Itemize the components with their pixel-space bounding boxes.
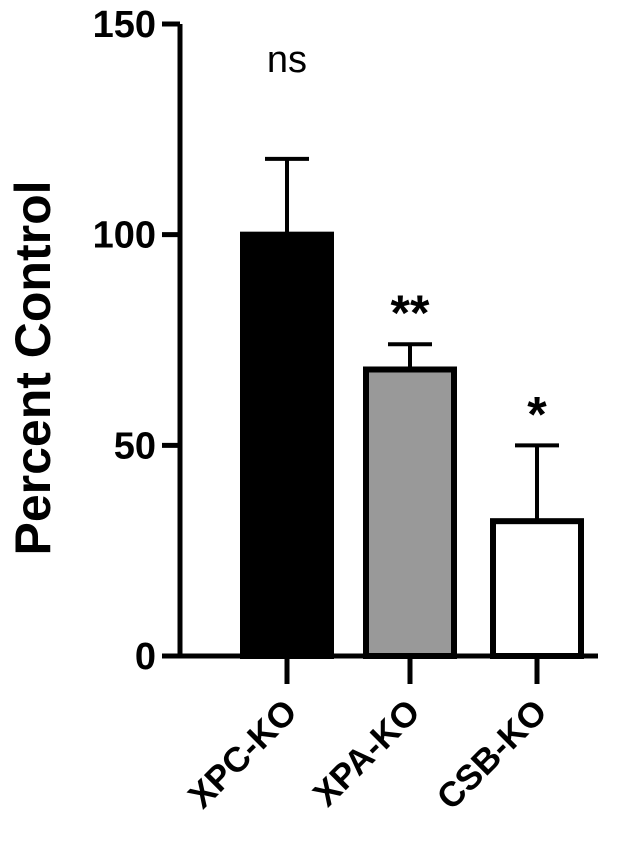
- x-category-label: XPA-KO: [306, 692, 428, 814]
- y-tick-label: 150: [93, 4, 156, 46]
- y-tick-label: 100: [93, 215, 156, 257]
- y-axis-title: Percent Control: [5, 180, 61, 555]
- x-category-labels: XPC-KO XPA-KO CSB-KO: [181, 656, 555, 817]
- y-tick-label: 50: [114, 425, 156, 467]
- y-ticks: 0 50 100 150: [93, 4, 180, 678]
- y-tick-label: 0: [135, 636, 156, 678]
- bars: ns***: [240, 39, 584, 660]
- x-category-label: XPC-KO: [181, 692, 305, 816]
- significance-label: ns: [267, 39, 307, 81]
- bar-xpc-ko: [240, 231, 334, 660]
- significance-label: *: [527, 386, 547, 442]
- significance-label: **: [391, 285, 430, 341]
- bar-csb-ko: [490, 518, 584, 659]
- bar-xpa-ko: [363, 366, 457, 659]
- x-category-label: CSB-KO: [429, 692, 554, 817]
